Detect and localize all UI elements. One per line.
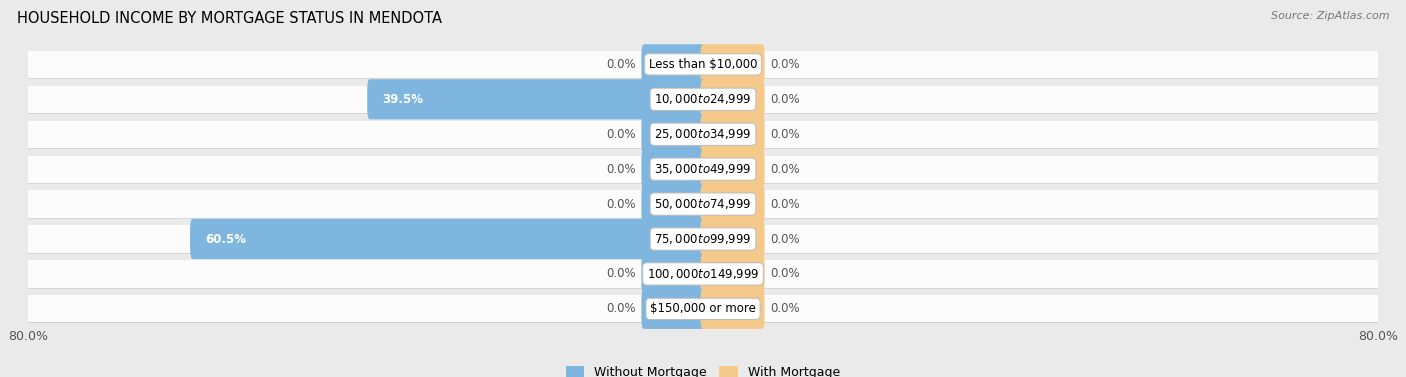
FancyBboxPatch shape [700,114,765,154]
Text: 0.0%: 0.0% [770,128,800,141]
Text: 60.5%: 60.5% [205,233,246,245]
Text: $150,000 or more: $150,000 or more [650,302,756,315]
Text: 39.5%: 39.5% [382,93,423,106]
Text: $75,000 to $99,999: $75,000 to $99,999 [654,232,752,246]
Text: $10,000 to $24,999: $10,000 to $24,999 [654,92,752,106]
Bar [28,190,1378,218]
Text: 0.0%: 0.0% [770,162,800,176]
Text: 0.0%: 0.0% [606,128,636,141]
Text: HOUSEHOLD INCOME BY MORTGAGE STATUS IN MENDOTA: HOUSEHOLD INCOME BY MORTGAGE STATUS IN M… [17,11,441,26]
Text: $50,000 to $74,999: $50,000 to $74,999 [654,197,752,211]
Text: 0.0%: 0.0% [606,198,636,211]
FancyBboxPatch shape [641,44,706,84]
Bar [28,156,1378,183]
FancyBboxPatch shape [700,79,765,120]
FancyBboxPatch shape [641,184,706,224]
Bar [28,86,1378,113]
Text: 0.0%: 0.0% [770,58,800,71]
Text: $100,000 to $149,999: $100,000 to $149,999 [647,267,759,281]
FancyBboxPatch shape [641,254,706,294]
FancyBboxPatch shape [641,114,706,154]
FancyBboxPatch shape [641,289,706,329]
FancyBboxPatch shape [190,219,706,259]
Text: $35,000 to $49,999: $35,000 to $49,999 [654,162,752,176]
Bar [28,225,1378,253]
FancyBboxPatch shape [700,254,765,294]
Text: Source: ZipAtlas.com: Source: ZipAtlas.com [1271,11,1389,21]
FancyBboxPatch shape [367,79,706,120]
Text: 0.0%: 0.0% [770,93,800,106]
Bar [28,260,1378,288]
Text: 0.0%: 0.0% [770,302,800,315]
FancyBboxPatch shape [641,149,706,189]
FancyBboxPatch shape [700,219,765,259]
Text: 0.0%: 0.0% [606,58,636,71]
FancyBboxPatch shape [700,184,765,224]
Text: 0.0%: 0.0% [770,198,800,211]
Bar [28,51,1378,78]
Text: 0.0%: 0.0% [606,302,636,315]
Text: Less than $10,000: Less than $10,000 [648,58,758,71]
FancyBboxPatch shape [700,149,765,189]
FancyBboxPatch shape [700,44,765,84]
Text: $25,000 to $34,999: $25,000 to $34,999 [654,127,752,141]
Bar [28,121,1378,148]
Bar [28,295,1378,322]
FancyBboxPatch shape [700,289,765,329]
Text: 0.0%: 0.0% [606,162,636,176]
Legend: Without Mortgage, With Mortgage: Without Mortgage, With Mortgage [565,366,841,377]
Text: 0.0%: 0.0% [770,233,800,245]
Text: 0.0%: 0.0% [770,267,800,280]
Text: 0.0%: 0.0% [606,267,636,280]
